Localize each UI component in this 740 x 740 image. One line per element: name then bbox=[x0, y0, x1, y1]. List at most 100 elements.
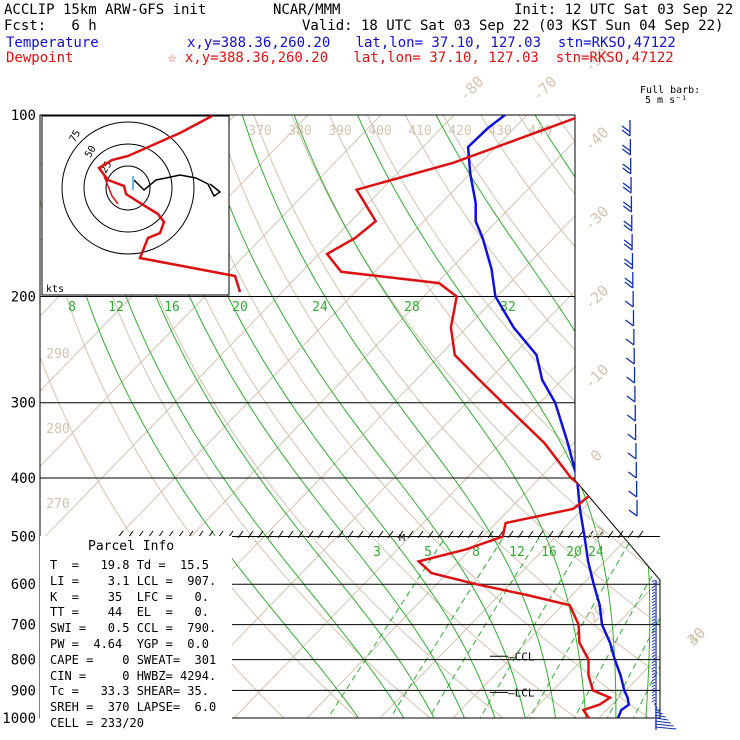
wind-barb-lower bbox=[651, 612, 656, 616]
wind-barb-flag bbox=[627, 433, 636, 441]
hash-mark bbox=[347, 530, 354, 539]
hash-mark bbox=[517, 530, 524, 539]
hash-mark bbox=[307, 530, 314, 539]
parcel-info-row: T = 19.8 Td = 15.5 bbox=[50, 558, 209, 572]
level-markers: —CCL —LCL bbox=[490, 650, 535, 699]
isotherm-label: 20 bbox=[584, 601, 610, 627]
wind-barb-lower bbox=[654, 717, 669, 721]
wind-barb-flag bbox=[623, 224, 633, 232]
moist-adiabat-line bbox=[357, 115, 617, 718]
sounding-traces bbox=[325, 115, 631, 718]
wind-barb-lower bbox=[651, 693, 656, 697]
wind-barb-flag bbox=[625, 338, 635, 346]
wind-barb-lower bbox=[651, 609, 656, 613]
theta-label: 390 bbox=[328, 124, 351, 139]
wind-barb-lower bbox=[651, 606, 656, 610]
wind-barb-flag bbox=[624, 258, 633, 266]
model-title: ACCLIP 15km ARW-GFS init bbox=[4, 2, 207, 18]
isotherm-line bbox=[40, 115, 382, 718]
hash-mark bbox=[337, 530, 344, 539]
mixing-ratio-line bbox=[420, 536, 541, 718]
isotherm-line bbox=[379, 115, 660, 718]
hash-mark bbox=[527, 530, 534, 539]
init-time: Init: 12 UTC Sat 03 Sep 22 bbox=[514, 2, 734, 18]
wind-barb-lower bbox=[651, 648, 656, 652]
wind-barb-lower bbox=[651, 627, 656, 631]
wind-barb-lower bbox=[651, 645, 656, 649]
hodograph-black-trace bbox=[133, 174, 222, 198]
wind-barb-lower bbox=[651, 642, 656, 646]
isotherm-label: 0 bbox=[587, 446, 606, 465]
pressure-tick-label: 1000 bbox=[2, 711, 36, 727]
wind-barb-lower bbox=[651, 621, 656, 625]
dry-adiabat-line bbox=[64, 115, 446, 718]
wind-barb-lower bbox=[654, 726, 677, 730]
hash-mark bbox=[577, 530, 584, 539]
hash-mark bbox=[317, 530, 324, 539]
dry-adiabat-line bbox=[253, 115, 660, 718]
wind-barb-lower bbox=[651, 696, 656, 700]
pressure-tick-label: 100 bbox=[11, 108, 36, 124]
wind-barb-lower bbox=[651, 699, 656, 703]
wind-barb-flag bbox=[622, 182, 632, 190]
hash-mark bbox=[587, 530, 594, 539]
marker-m: M bbox=[399, 533, 405, 544]
wind-barb-flag bbox=[621, 125, 631, 133]
wind-barb-lower bbox=[651, 588, 656, 592]
parcel-info-title: Parcel Info bbox=[88, 539, 175, 554]
mixing-ratio-line bbox=[472, 536, 588, 718]
moist-adiabat-line bbox=[161, 115, 500, 718]
wind-barb-flag bbox=[622, 186, 632, 194]
hash-mark bbox=[567, 530, 574, 539]
dry-adiabat-line bbox=[555, 115, 660, 718]
dry-adiabat-line bbox=[329, 115, 660, 718]
temperature-legend: Temperature bbox=[6, 35, 99, 51]
moist-adiabat-line bbox=[241, 115, 558, 718]
dry-adiabat-line bbox=[177, 115, 660, 718]
parcel-info-row: CAPE = 0 SWEAT= 301 bbox=[50, 652, 217, 667]
moist-adiabat-line bbox=[102, 115, 442, 718]
isotherm-label: -40 bbox=[581, 123, 613, 155]
wind-barb-flag bbox=[621, 144, 631, 152]
dry-adiabat-line bbox=[215, 115, 660, 718]
moist-adiabat-line bbox=[293, 115, 588, 718]
wind-barb-lower bbox=[651, 681, 656, 685]
wind-barb-lower bbox=[651, 615, 656, 619]
dewpoint-legend: Dewpoint bbox=[6, 50, 74, 66]
wind-barb-flag bbox=[621, 129, 631, 137]
hash-mark bbox=[597, 530, 604, 539]
hodograph-red-trace bbox=[97, 114, 242, 293]
hash-mark bbox=[547, 530, 554, 539]
wind-barb-lower bbox=[654, 723, 674, 727]
barb-legend-unit: 5 m s⁻¹ bbox=[645, 95, 688, 106]
wind-barb-flag bbox=[623, 201, 632, 209]
theta-label: 420 bbox=[448, 124, 471, 139]
hash-mark bbox=[447, 530, 454, 539]
hash-mark bbox=[247, 530, 254, 539]
parcel-info-row: Tc = 33.3 SHEAR= 35. bbox=[50, 684, 209, 699]
ccl-label: —CCL bbox=[508, 650, 535, 663]
theta-label: 370 bbox=[248, 124, 271, 139]
moist-adiabat-label: 28 bbox=[404, 300, 420, 315]
wind-barb-lower bbox=[651, 678, 656, 682]
wind-barb-lower bbox=[654, 714, 666, 718]
wind-barb-flag bbox=[623, 243, 633, 251]
dry-adiabat-line bbox=[593, 115, 660, 718]
isotherm-line bbox=[40, 115, 528, 718]
mixing-ratio-label: 24 bbox=[588, 545, 604, 560]
pressure-tick-label: 800 bbox=[11, 653, 36, 669]
pressure-tick-label: 300 bbox=[11, 396, 36, 412]
wind-barb-lower bbox=[651, 663, 656, 667]
wind-barb-flag bbox=[627, 471, 637, 479]
wind-barb-lower bbox=[651, 591, 656, 595]
parcel-info-box: Parcel Info T = 19.8 Td = 15.5 LI = 3.1 L… bbox=[40, 536, 232, 730]
hash-mark bbox=[387, 530, 394, 539]
moist-adiabat-line bbox=[130, 115, 471, 718]
wind-barb-lower bbox=[651, 687, 656, 691]
dry-adiabat-line bbox=[708, 115, 740, 731]
wind-barb-lower bbox=[651, 660, 656, 664]
theta-label: 410 bbox=[408, 124, 431, 139]
hash-mark bbox=[637, 530, 644, 539]
wind-barb-flag bbox=[622, 163, 632, 171]
wind-barb-flag bbox=[624, 277, 634, 285]
